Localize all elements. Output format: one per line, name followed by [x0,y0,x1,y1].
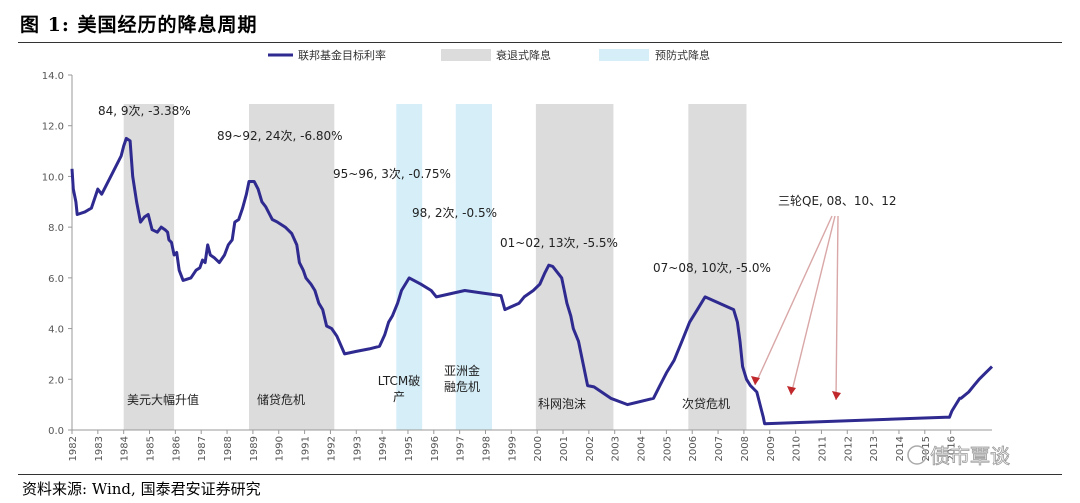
source-note: 资料来源: Wind, 国泰君安证券研究 [22,480,261,498]
x-tick-label: 2013 [869,436,880,461]
qe-arrow-head [832,391,841,400]
x-tick-label: 2016 [947,436,958,461]
x-tick-label: 1986 [171,436,182,461]
x-tick-label: 2010 [792,436,803,461]
y-tick-label: 10.0 [42,172,64,183]
y-tick-label: 12.0 [42,122,64,133]
x-tick-label: 1995 [404,436,415,461]
x-tick-label: 2004 [637,436,648,461]
annotation-label: 三轮QE, 08、10、12 [778,194,896,208]
series-line-fed-funds [70,136,994,426]
shaded-period-6 [688,104,747,430]
x-tick-label: 1988 [223,436,234,461]
x-tick-label: 2012 [843,436,854,461]
y-tick-label: 8.0 [48,223,64,234]
legend-label: 预防式降息 [655,48,710,62]
annotation-label: 07~08, 10次, -5.0% [653,261,771,275]
y-tick-label: 4.0 [48,325,64,336]
shaded-period-label: 科网泡沫 [538,397,586,411]
x-tick-label: 1987 [197,436,208,461]
shaded-period-label: LTCM破产 [378,373,420,404]
shaded-period-label: 次贷危机 [682,397,730,411]
figure-title: 图 1: 美国经历的降息周期 [20,14,258,36]
x-tick-label: 1999 [507,436,518,461]
x-tick-label: 2008 [740,436,751,461]
legend-swatch-preventive [599,49,649,61]
x-tick-label: 1994 [378,436,389,461]
x-tick-label: 2006 [688,436,699,461]
x-tick-label: 1996 [430,436,441,461]
qe-arrow-line [835,215,839,401]
annotation-label: 01~02, 13次, -5.5% [500,236,618,250]
x-tick-label: 1991 [301,436,312,461]
x-tick-label: 2007 [714,436,725,461]
shaded-period-label: 亚洲金融危机 [444,363,480,394]
y-tick-label: 6.0 [48,274,64,285]
legend-label: 联邦基金目标利率 [298,48,386,62]
y-tick-label: 2.0 [48,375,64,386]
wechat-icon [907,445,927,465]
x-tick-label: 2003 [611,436,622,461]
x-tick-label: 2009 [766,436,777,461]
x-tick-label: 1993 [352,436,363,461]
x-tick-label: 1984 [120,436,131,461]
y-tick-label: 14.0 [42,71,64,82]
x-tick-label: 2014 [895,436,906,461]
x-tick-label: 2005 [662,436,673,461]
x-tick-label: 1990 [275,436,286,461]
annotation-label: 98, 2次, -0.5% [412,206,497,220]
x-tick-label: 1983 [94,436,105,461]
x-tick-label: 2015 [921,436,932,461]
shaded-period-3 [396,104,423,430]
x-tick-label: 1992 [326,436,337,461]
qe-arrow-head [787,386,796,395]
x-tick-label: 2000 [533,436,544,461]
shaded-period-4 [455,104,492,430]
x-tick-label: 1989 [249,436,260,461]
legend-label: 衰退式降息 [496,48,551,62]
x-tick-label: 1982 [68,436,79,461]
shaded-period-2 [249,104,335,430]
annotation-label: 84, 9次, -3.38% [98,104,191,118]
qe-arrow-line [790,215,836,396]
x-tick-label: 2002 [585,436,596,461]
qe-arrow-head [751,376,760,385]
shaded-period-label: 美元大幅升值 [127,392,199,407]
annotation-label: 95~96, 3次, -0.75% [333,167,451,181]
watermark-text: 债市覃谈 [930,444,1010,468]
x-tick-label: 2011 [817,436,828,461]
title-rule [18,42,1062,43]
x-tick-label: 1997 [456,436,467,461]
annotation-label: 89~92, 24次, -6.80% [217,129,343,143]
x-tick-label: 1998 [481,436,492,461]
shaded-period-label: 储贷危机 [257,392,305,407]
y-tick-label: 0.0 [48,426,64,437]
legend-swatch-recession [441,49,491,61]
x-tick-label: 1985 [146,436,157,461]
source-rule [18,474,1062,475]
qe-arrow-line [754,215,833,386]
x-tick-label: 2001 [559,436,570,461]
